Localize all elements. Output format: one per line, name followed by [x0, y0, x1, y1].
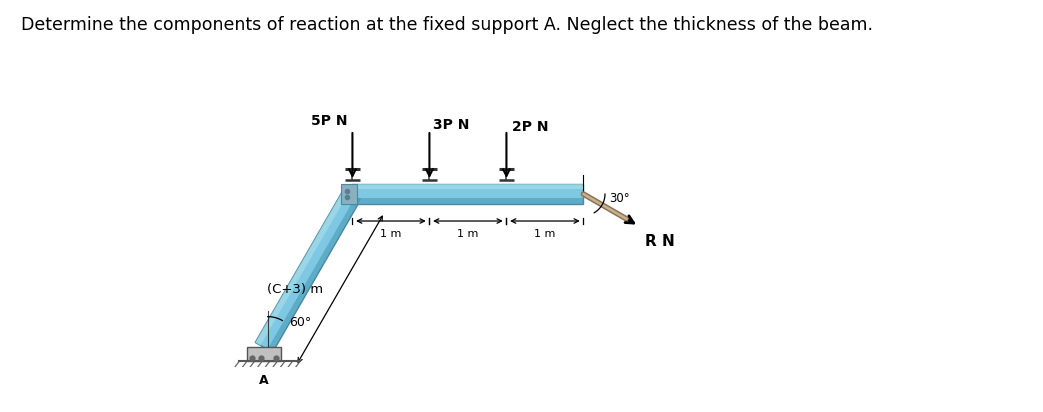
Polygon shape [341, 184, 358, 204]
Polygon shape [256, 189, 349, 345]
Polygon shape [267, 196, 361, 352]
Text: Determine the components of reaction at the fixed support A. Neglect the thickne: Determine the components of reaction at … [21, 16, 873, 35]
Text: 1 m: 1 m [381, 229, 402, 239]
Polygon shape [350, 198, 583, 204]
Text: R N: R N [646, 234, 675, 249]
Text: 3P N: 3P N [433, 118, 469, 132]
Text: 60°: 60° [289, 316, 312, 329]
Text: (C+3) m: (C+3) m [267, 283, 323, 296]
Text: 1 m: 1 m [534, 229, 556, 239]
Text: A: A [259, 375, 269, 387]
Text: 30°: 30° [609, 192, 630, 205]
Polygon shape [350, 184, 583, 204]
Polygon shape [350, 184, 583, 189]
Polygon shape [256, 189, 361, 352]
Text: 1 m: 1 m [457, 229, 479, 239]
Polygon shape [247, 347, 281, 361]
Text: 2P N: 2P N [512, 120, 549, 134]
Text: 5P N: 5P N [311, 114, 347, 128]
